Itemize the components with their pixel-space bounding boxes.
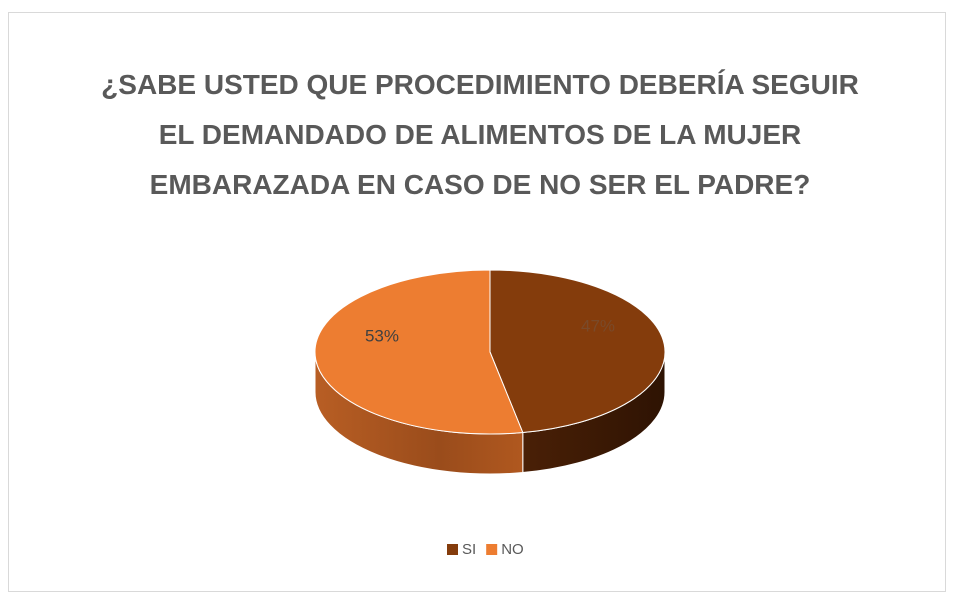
legend-swatch xyxy=(447,544,458,555)
legend-label: NO xyxy=(501,541,524,558)
legend-swatch xyxy=(486,544,498,555)
legend-label: SI xyxy=(462,541,476,558)
data-label: 53% xyxy=(365,326,399,345)
slice xyxy=(314,269,524,435)
slice xyxy=(489,269,666,434)
data-label: 47% xyxy=(581,317,615,336)
chart-title: ¿SABE USTED QUE PROCEDIMIENTO DEBERÍA SE… xyxy=(101,69,859,200)
